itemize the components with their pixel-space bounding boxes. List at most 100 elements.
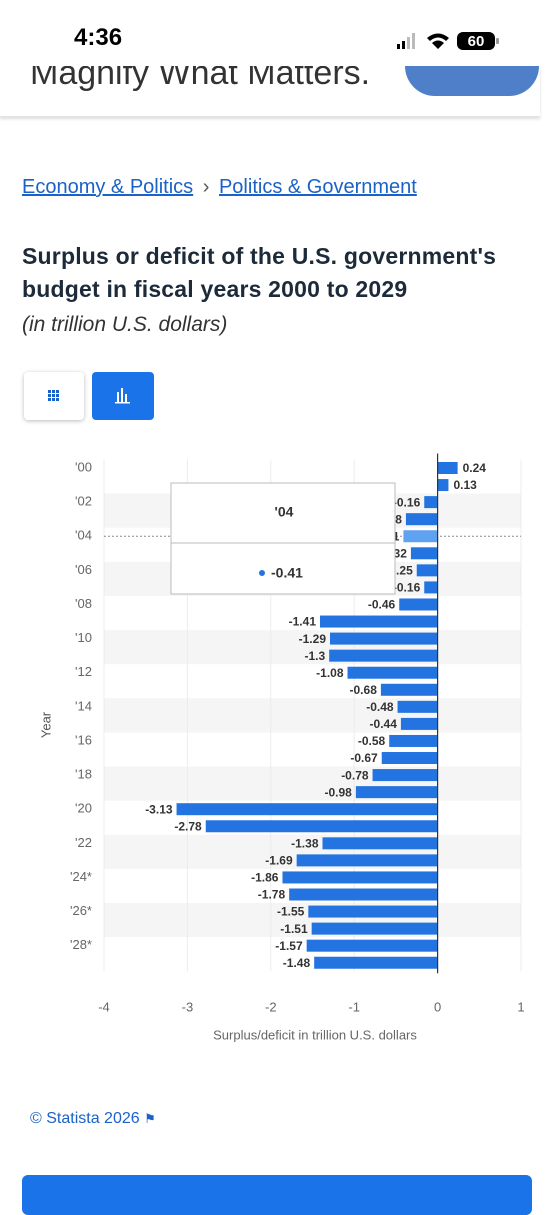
row-band xyxy=(104,766,521,801)
bar xyxy=(314,956,438,969)
y-tick-label: '00 xyxy=(75,459,92,474)
action-button[interactable] xyxy=(22,1175,532,1215)
tooltip-value: -0.41 xyxy=(271,565,303,581)
bar xyxy=(410,547,438,560)
breadcrumb-separator: › xyxy=(202,176,210,198)
x-tick-label: -3 xyxy=(182,999,194,1014)
bar xyxy=(322,837,438,850)
x-tick-label: 1 xyxy=(517,999,524,1014)
data-label: -1.69 xyxy=(265,854,293,868)
bar xyxy=(424,581,438,594)
x-tick-label: -4 xyxy=(98,999,110,1014)
bar xyxy=(282,871,438,884)
bar xyxy=(308,905,438,918)
bar xyxy=(380,683,438,696)
bar xyxy=(347,666,438,679)
row-band xyxy=(104,630,521,665)
battery-level: 60 xyxy=(468,33,485,50)
chart-subtitle: (in trillion U.S. dollars) xyxy=(22,313,228,336)
bar xyxy=(329,649,438,662)
y-tick-label: '22 xyxy=(75,835,92,850)
row-band xyxy=(104,698,521,733)
bar xyxy=(289,888,438,901)
data-label: -1.78 xyxy=(258,888,286,902)
y-tick-label: '24* xyxy=(70,869,92,884)
bar xyxy=(306,939,438,952)
tooltip-dot xyxy=(259,570,265,576)
x-tick-label: 0 xyxy=(434,999,441,1014)
y-tick-label: '02 xyxy=(75,494,92,509)
chart-view-button[interactable] xyxy=(92,372,154,420)
bar xyxy=(381,752,438,765)
bar xyxy=(405,513,438,526)
data-label: -1.51 xyxy=(280,922,308,936)
tooltip-title: '04 xyxy=(275,504,294,520)
bar xyxy=(437,462,458,474)
table-view-button[interactable] xyxy=(24,372,84,420)
bar xyxy=(372,769,438,782)
status-time: 4:36 xyxy=(74,24,123,51)
y-tick-label: '10 xyxy=(75,630,92,645)
y-tick-label: '18 xyxy=(75,767,92,782)
chart: Year Surplus/deficit in trillion U.S. do… xyxy=(38,453,525,1042)
flag-icon: ⚑ xyxy=(144,1111,156,1126)
ad-banner[interactable]: Magnify What Matters. xyxy=(0,66,540,117)
y-tick-label: '26* xyxy=(70,903,92,918)
data-label: -0.67 xyxy=(350,751,378,765)
breadcrumb-link[interactable]: Economy & Politics xyxy=(22,176,194,198)
y-tick-label: '04 xyxy=(75,528,92,543)
y-tick-label: '14 xyxy=(75,698,92,713)
bar xyxy=(296,854,438,867)
data-label: -0.68 xyxy=(350,683,378,697)
ad-text: Magnify What Matters. xyxy=(30,66,371,92)
x-axis-label: Surplus/deficit in trillion U.S. dollars xyxy=(213,1027,417,1042)
y-tick-label: '08 xyxy=(75,596,92,611)
bar xyxy=(176,803,438,816)
breadcrumbs: Economy & Politics › Politics & Governme… xyxy=(22,176,417,199)
data-label: -1.29 xyxy=(299,632,327,646)
data-label: -0.46 xyxy=(368,598,396,612)
tooltip-box xyxy=(170,482,396,595)
bar xyxy=(424,496,438,509)
source-credit[interactable]: © Statista 2026 ⚑ xyxy=(30,1110,156,1128)
y-tick-label: '06 xyxy=(75,562,92,577)
data-label: -1.41 xyxy=(289,615,317,629)
bar xyxy=(400,717,438,730)
data-label: -0.48 xyxy=(366,700,394,714)
bar xyxy=(320,615,438,628)
bar xyxy=(389,734,438,747)
data-label: -0.16 xyxy=(393,495,421,509)
data-label: -1.3 xyxy=(304,649,325,663)
data-label: -1.86 xyxy=(251,871,279,885)
x-tick-label: -1 xyxy=(348,999,360,1014)
data-label: -3.13 xyxy=(145,802,173,816)
data-label: -0.44 xyxy=(370,717,398,731)
x-tick-label: -2 xyxy=(265,999,277,1014)
bar xyxy=(397,700,438,713)
bar xyxy=(437,479,449,492)
data-label: -1.08 xyxy=(316,666,344,680)
breadcrumb-link[interactable]: Politics & Government xyxy=(218,176,417,198)
bar xyxy=(416,564,438,577)
data-label: -0.58 xyxy=(358,734,386,748)
data-label: -1.38 xyxy=(291,836,319,850)
data-label: -0.78 xyxy=(341,768,369,782)
y-tick-label: '20 xyxy=(75,801,92,816)
bar xyxy=(399,598,438,611)
bar xyxy=(205,820,438,833)
data-label: -1.55 xyxy=(277,905,305,919)
ad-button[interactable] xyxy=(405,66,539,96)
data-label: -0.16 xyxy=(393,581,421,595)
data-label: -1.57 xyxy=(275,939,303,953)
y-axis-label: Year xyxy=(38,711,53,738)
bar xyxy=(355,786,438,799)
bar xyxy=(330,632,438,645)
status-icons: 60 xyxy=(397,32,499,50)
chart-title: Surplus or deficit of the U.S. governmen… xyxy=(22,243,497,302)
data-label: 0.13 xyxy=(453,478,477,492)
source-text: © Statista 2026 xyxy=(30,1110,140,1127)
bar xyxy=(311,922,438,935)
y-tick-label: '16 xyxy=(75,732,92,747)
data-label: 0.24 xyxy=(463,461,487,475)
